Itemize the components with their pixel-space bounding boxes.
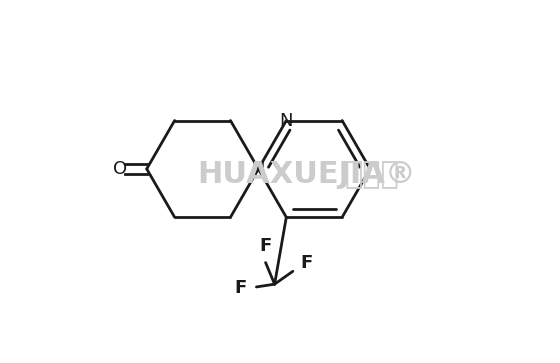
Text: F: F [235,279,247,297]
Text: 化学加: 化学加 [345,160,400,189]
Text: F: F [301,254,313,272]
Text: O: O [113,160,127,178]
Text: N: N [279,111,293,130]
Text: N: N [251,160,265,178]
Text: HUAXUEJIA®: HUAXUEJIA® [197,160,416,189]
Text: F: F [259,237,272,255]
